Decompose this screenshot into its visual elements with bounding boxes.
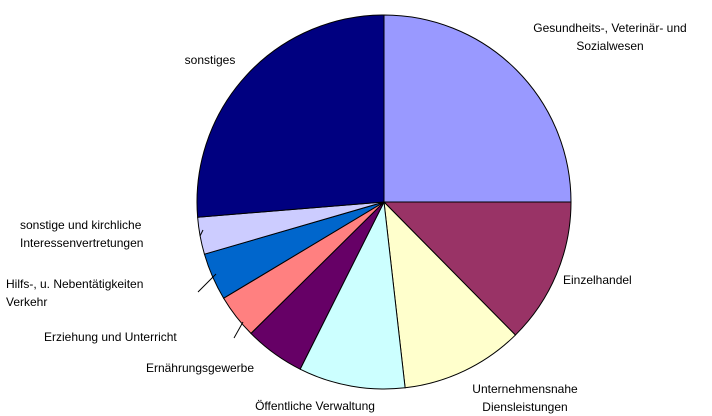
- leader-line: [197, 273, 217, 293]
- slice-label: Unternehmensnahe Diensleistungen: [472, 382, 578, 414]
- leader-line: [199, 229, 204, 237]
- pie-slice: [383, 14, 572, 203]
- pie-slice: [299, 200, 406, 390]
- slice-label: sonstige und kirchliche Interessenvertre…: [20, 218, 144, 250]
- slice-label: Hilfs-, u. Nebentätigkeiten Verkehr: [6, 277, 144, 309]
- slice-label: Einzelhandel: [563, 273, 632, 287]
- pie-slice: [196, 14, 385, 218]
- slice-label: Gesundheits-, Veterinär- und Sozialwesen: [533, 21, 687, 53]
- slice-label: Ernährungsgewerbe: [145, 361, 255, 375]
- slice-label: Erziehung und Unterricht: [44, 330, 177, 344]
- slice-label: sonstiges: [184, 53, 236, 67]
- slice-label: Öffentliche Verwaltung: [255, 399, 375, 413]
- leader-line: [233, 321, 244, 339]
- pie-slice: [382, 201, 572, 336]
- pie-slice: [383, 200, 517, 389]
